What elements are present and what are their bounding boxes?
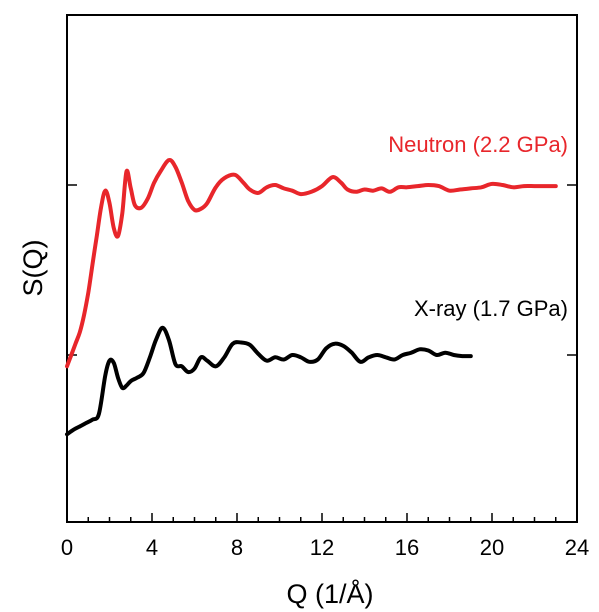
x-axis-title: Q (1/Å) (286, 578, 373, 609)
series-label: X-ray (1.7 GPa) (414, 296, 568, 321)
series-labels: Neutron (2.2 GPa) X-ray (1.7 GPa) (388, 132, 568, 321)
x-tick-label: 12 (310, 535, 334, 560)
x-axis-ticks: 0 4 8 12 16 20 24 (61, 513, 589, 560)
y-axis-ticks (67, 184, 577, 356)
y-axis-title: S(Q) (18, 240, 48, 297)
plot-frame (66, 14, 578, 523)
series-line (65, 325, 473, 437)
series-label: Neutron (2.2 GPa) (388, 132, 568, 157)
x-tick-label: 20 (480, 535, 504, 560)
x-tick-label: 16 (395, 535, 419, 560)
x-tick-label: 4 (146, 535, 158, 560)
series-lines (65, 158, 558, 437)
x-tick-label: 8 (231, 535, 243, 560)
x-tick-label: 24 (565, 535, 589, 560)
series-line (65, 158, 558, 369)
x-tick-label: 0 (61, 535, 73, 560)
